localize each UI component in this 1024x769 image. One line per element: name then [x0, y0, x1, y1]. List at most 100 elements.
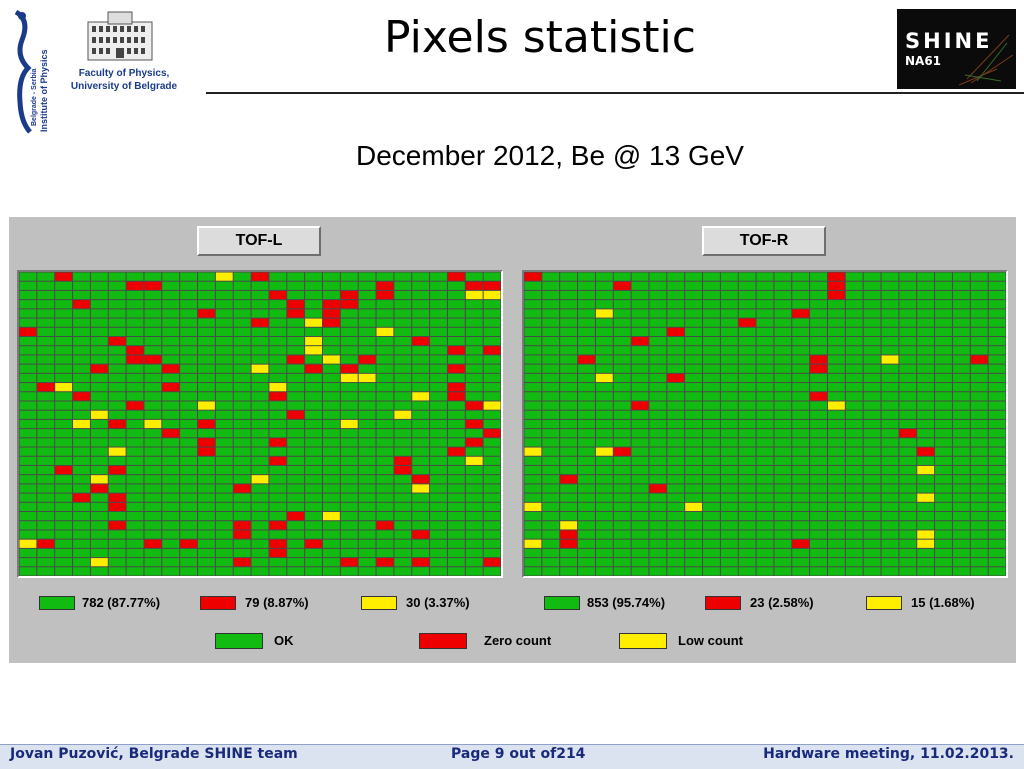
tof-l-pixel-ok [376, 548, 394, 558]
tof-l-pixel-ok [144, 410, 162, 419]
tof-r-pixel-ok [988, 318, 1006, 327]
tof-r-pixel-ok [703, 530, 720, 539]
tof-l-pixel-ok [215, 300, 233, 309]
tof-r-pixel-ok [970, 290, 988, 300]
tof-l-pixel-ok [465, 300, 483, 309]
tof-r-pixel-low-count [917, 465, 935, 475]
tof-r-pixel-ok [703, 419, 720, 429]
tof-r-pixel-ok [578, 318, 595, 327]
tof-l-pixel-ok [215, 558, 233, 567]
tof-l-pixel-ok [305, 521, 322, 530]
tof-l-pixel-ok [430, 281, 447, 290]
tof-r-pixel-ok [810, 336, 827, 346]
tof-r-pixel-zero-count [827, 272, 845, 281]
tof-l-pixel-ok [37, 567, 55, 576]
tof-l-pixel-ok [233, 290, 251, 300]
tof-l-pixel-zero-count [447, 392, 465, 401]
tof-l-pixel-ok [73, 539, 90, 548]
tof-r-pixel-ok [917, 419, 935, 429]
tof-l-pixel-ok [162, 512, 180, 521]
tof-r-pixel-ok [774, 539, 792, 548]
tof-l-pixel-ok [305, 373, 322, 383]
tof-l-pixel-ok [394, 373, 412, 383]
tof-l-pixel-ok [90, 300, 108, 309]
tof-r-pixel-ok [970, 401, 988, 410]
tof-r-pixel-ok [899, 281, 917, 290]
tof-r-pixel-ok [756, 401, 774, 410]
tof-l-pixel-ok [198, 521, 215, 530]
tof-r-pixel-ok [792, 327, 810, 336]
tof-r-pixel-ok [631, 484, 649, 493]
tof-r-pixel-zero-count [792, 539, 810, 548]
tof-r-pixel-zero-count [560, 475, 578, 484]
tof-l-pixel-ok [108, 401, 126, 410]
tof-l-pixel-ok [215, 530, 233, 539]
tof-l-pixel-zero-count [447, 383, 465, 392]
tof-l-pixel-ok [322, 567, 340, 576]
tof-r-pixel-ok [827, 419, 845, 429]
tof-r-pixel-ok [578, 401, 595, 410]
tof-r-pixel-ok [863, 281, 881, 290]
tof-l-pixel-zero-count [198, 309, 215, 318]
tof-l-pixel-ok [447, 336, 465, 346]
tof-r-pixel-ok [792, 548, 810, 558]
tof-r-pixel-ok [792, 410, 810, 419]
tof-l-pixel-ok [180, 336, 198, 346]
tof-l-pixel-ok [483, 456, 501, 465]
tof-r-pixel-ok [720, 539, 738, 548]
tof-r-pixel-ok [952, 493, 970, 502]
tof-l-pixel-ok [376, 336, 394, 346]
tof-l-pixel-zero-count [269, 438, 287, 447]
tof-l-pixel-zero-count [394, 456, 412, 465]
tof-l-pixel-ok [483, 475, 501, 484]
tof-l-pixel-ok [90, 373, 108, 383]
tof-l-pixel-ok [376, 383, 394, 392]
tof-l-pixel-ok [483, 521, 501, 530]
tof-r-pixel-ok [738, 392, 756, 401]
tof-l-pixel-low-count [376, 327, 394, 336]
tof-l-pixel-zero-count [412, 530, 430, 539]
tof-r-pixel-ok [560, 392, 578, 401]
tof-r-pixel-ok [863, 530, 881, 539]
tof-l-pixel-ok [37, 558, 55, 567]
tof-r-pixel-ok [917, 429, 935, 438]
tof-l-pixel-ok [269, 309, 287, 318]
tof-r-pixel-ok [595, 300, 613, 309]
tof-r-pixel-ok [792, 429, 810, 438]
tof-l-pixel-ok [394, 567, 412, 576]
tof-r-pixel-ok [613, 438, 631, 447]
tof-r-pixel-ok [524, 548, 542, 558]
tof-l-pixel-ok [394, 493, 412, 502]
tof-l-pixel-ok [465, 465, 483, 475]
tof-l-pixel-zero-count [162, 383, 180, 392]
tof-l-pixel-ok [73, 327, 90, 336]
tof-l-pixel-zero-count [108, 336, 126, 346]
tof-r-pixel-ok [935, 401, 952, 410]
tof-l-pixel-ok [483, 530, 501, 539]
tof-l-pixel-ok [287, 392, 305, 401]
tof-l-pixel-ok [215, 475, 233, 484]
tof-l-pixel-zero-count [412, 475, 430, 484]
tof-l-pixel-ok [287, 493, 305, 502]
tof-r-pixel-ok [827, 346, 845, 355]
tof-l-pixel-ok [37, 392, 55, 401]
tof-l-pixel-ok [108, 290, 126, 300]
tof-r-pixel-ok [738, 530, 756, 539]
tof-r-pixel-ok [685, 465, 703, 475]
tof-l-pixel-ok [215, 502, 233, 512]
footer-author: Jovan Puzović, Belgrade SHINE team [10, 746, 298, 762]
tof-r-pixel-ok [578, 539, 595, 548]
tof-r-pixel-ok [685, 364, 703, 373]
tof-r-pixel-ok [935, 521, 952, 530]
tof-r-pixel-ok [560, 419, 578, 429]
tof-r-pixel-ok [899, 567, 917, 576]
tof-l-pixel-ok [269, 336, 287, 346]
tof-r-pixel-ok [524, 475, 542, 484]
tof-l-pixel-ok [162, 281, 180, 290]
tof-r-pixel-ok [720, 327, 738, 336]
tof-l-pixel-ok [305, 456, 322, 465]
tof-l-pixel-zero-count [322, 309, 340, 318]
tof-l-pixel-ok [251, 447, 269, 456]
tof-l-pixel-low-count [322, 512, 340, 521]
tof-l-pixel-ok [322, 410, 340, 419]
